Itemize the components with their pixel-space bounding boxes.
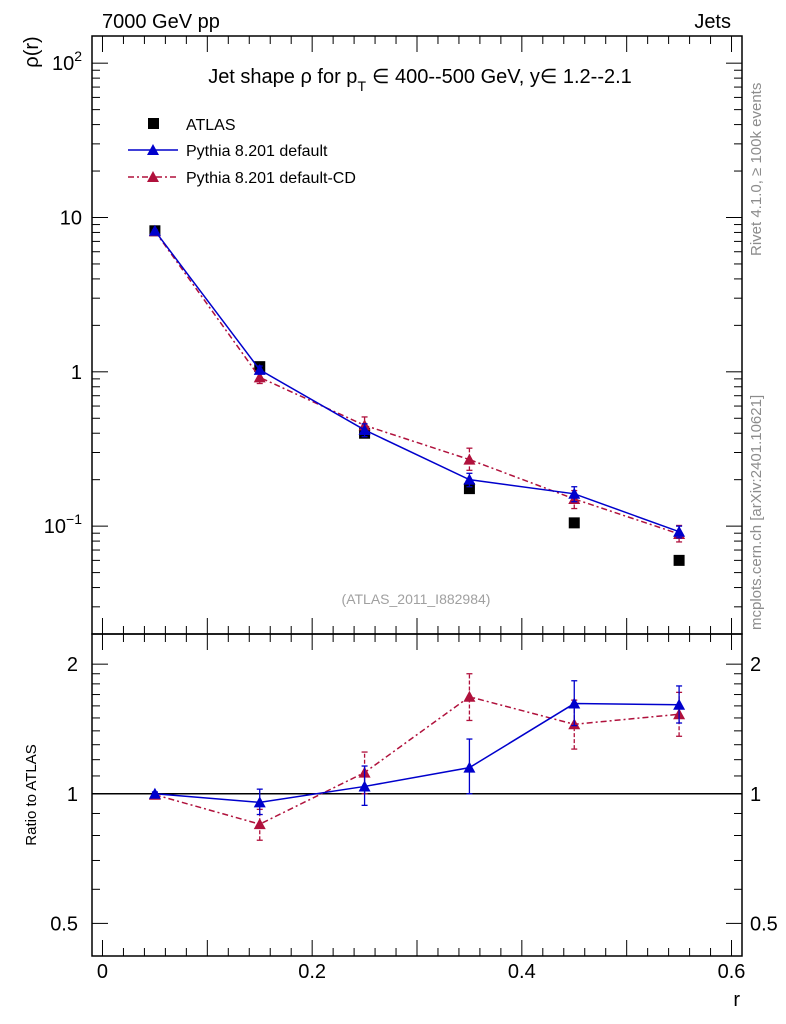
y-tick-label: 1: [71, 362, 82, 384]
ratio-y-tick-label-left: 2: [67, 654, 78, 676]
ratio-y-tick-label-right: 1: [750, 784, 761, 806]
ratio-y-tick-label-left: 1: [67, 784, 78, 806]
default-cd-line: [154, 230, 680, 535]
default-point: [358, 423, 371, 435]
ratio-frame: [91, 633, 743, 957]
legend-label-default: Pythia 8.201 default: [186, 143, 328, 160]
header-right: Jets: [694, 11, 731, 33]
header-left: 7000 GeV pp: [102, 11, 220, 33]
x-axis-label: r: [733, 989, 740, 1011]
x-tick-label: 0.6: [718, 961, 746, 983]
legend: ATLAS Pythia 8.201 default Pythia 8.201 …: [128, 117, 356, 187]
y-tick-label: 102: [52, 48, 82, 75]
ratio-default-point: [463, 761, 476, 773]
default-point: [463, 473, 476, 485]
analysis-watermark: (ATLAS_2011_I882984): [342, 591, 491, 607]
atlas-data-point: [568, 517, 580, 529]
legend-marker-default: [147, 144, 159, 155]
ratio-default-cd-line: [154, 695, 680, 825]
ratio-default-point: [358, 780, 371, 792]
ratio-ylabel: Ratio to ATLAS: [23, 744, 40, 845]
ratio-axis-ticks: 0 0.2 0.4 0.6 0.5 0.5 1 1 2 2: [50, 634, 778, 983]
legend-label-atlas: ATLAS: [186, 117, 236, 134]
legend-label-default-cd: Pythia 8.201 default-CD: [186, 170, 356, 187]
ratio-default-point: [148, 787, 161, 799]
y-tick-label: 10: [60, 207, 82, 229]
x-tick-label: 0.4: [508, 961, 536, 983]
main-axis-ticks: 102 10 1 10−1: [44, 36, 742, 635]
ratio-panel-data: [148, 673, 686, 841]
main-panel-data: [148, 224, 686, 566]
x-tick-label: 0: [97, 961, 108, 983]
ratio-default-point: [568, 697, 581, 709]
plot-title-subscript: T: [357, 78, 366, 94]
ratio-y-tick-label-left: 0.5: [50, 913, 78, 935]
default-point: [253, 363, 266, 375]
ratio-default-line: [154, 702, 680, 804]
ratio-y-tick-label-right: 2: [750, 654, 761, 676]
plot-title-rest: ∈ 400--500 GeV, y∈ 1.2--2.1: [372, 66, 632, 88]
main-ylabel: ρ(r): [21, 36, 43, 67]
ratio-default-point: [673, 698, 686, 710]
plot-title-main: Jet shape ρ for p: [208, 66, 357, 88]
default-cd-point: [463, 453, 476, 465]
default-point: [673, 525, 686, 537]
atlas-data-point: [463, 483, 475, 495]
rivet-label: Rivet 4.1.0, ≥ 100k events: [748, 83, 765, 256]
ratio-default-cd-point: [253, 818, 266, 830]
default-line: [154, 230, 680, 533]
default-point: [568, 487, 581, 499]
x-tick-label: 0.2: [298, 961, 326, 983]
ratio-default-cd-point: [463, 690, 476, 702]
ratio-default-point: [253, 796, 266, 808]
atlas-data-point: [673, 554, 685, 566]
default-point: [148, 224, 161, 236]
y-tick-label: 10−1: [44, 511, 82, 538]
default-cd-point: [253, 371, 266, 383]
mcplots-label: mcplots.cern.ch [arXiv:2401.10621]: [748, 395, 765, 630]
legend-marker-atlas: [148, 118, 159, 129]
legend-marker-default-cd: [147, 171, 159, 182]
ratio-y-tick-label-right: 0.5: [750, 913, 778, 935]
plot-title: Jet shape ρ for pT ∈ 400--500 GeV, y∈ 1.2…: [208, 66, 632, 94]
